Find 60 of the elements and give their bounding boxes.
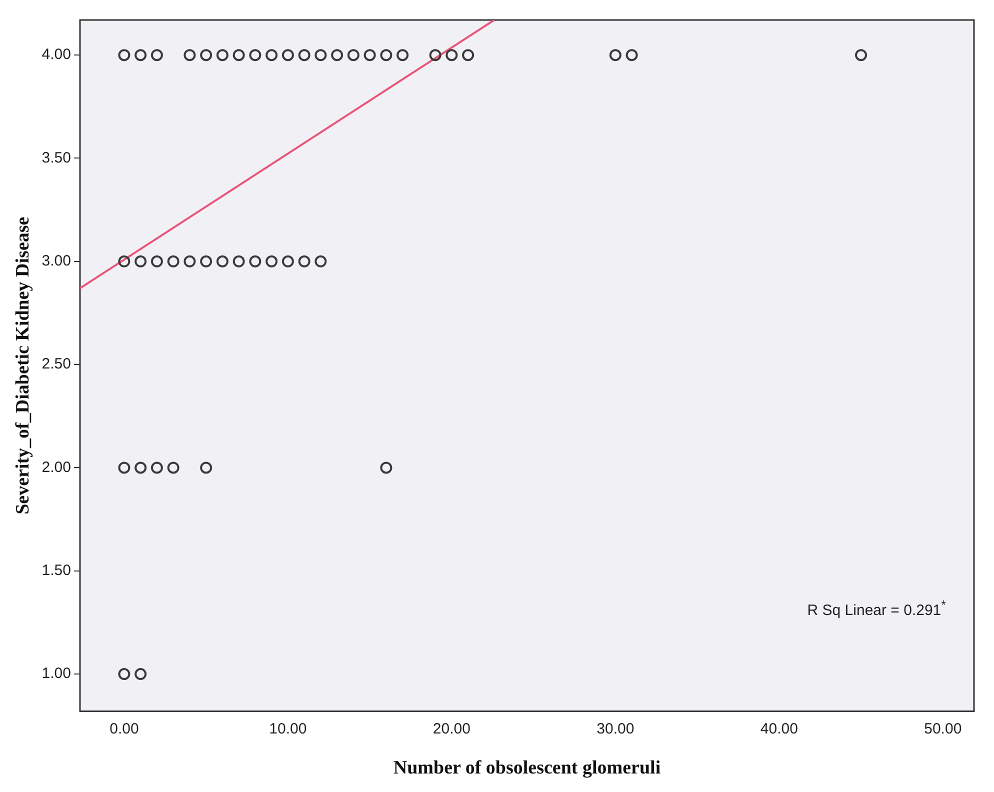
point xyxy=(216,49,228,62)
point xyxy=(380,462,392,474)
point xyxy=(134,462,147,474)
y-tick-label: 2.00 xyxy=(42,458,71,476)
point xyxy=(626,49,638,62)
point xyxy=(331,49,344,62)
point xyxy=(609,49,622,62)
point xyxy=(446,49,458,62)
point xyxy=(298,49,310,62)
point xyxy=(347,49,360,62)
point xyxy=(462,49,474,62)
point xyxy=(167,462,180,474)
point xyxy=(314,255,327,268)
point xyxy=(232,49,245,62)
point xyxy=(118,49,130,62)
y-tick-label: 2.50 xyxy=(42,356,71,373)
point xyxy=(249,255,262,268)
point xyxy=(134,668,147,680)
point xyxy=(134,255,147,268)
point xyxy=(249,49,262,62)
point xyxy=(282,49,294,62)
point xyxy=(184,49,196,62)
point xyxy=(150,49,163,62)
y-tick-label: 3.00 xyxy=(42,252,71,270)
x-tick-label: 30.00 xyxy=(596,720,634,738)
point xyxy=(298,255,310,268)
point xyxy=(396,49,409,62)
x-tick-label: 10.00 xyxy=(269,720,307,738)
point xyxy=(282,255,294,268)
point xyxy=(266,255,278,268)
y-tick-label: 3.50 xyxy=(42,149,71,166)
y-axis-title: Severity_of_Diabetic Kidney Disease xyxy=(12,216,34,514)
point xyxy=(118,668,130,680)
x-axis-title: Number of obsolescent glomeruli xyxy=(393,758,661,779)
x-tick-label: 20.00 xyxy=(432,720,470,738)
point xyxy=(150,255,163,268)
y-tick-label: 1.50 xyxy=(42,562,71,580)
x-tick-label: 40.00 xyxy=(760,720,798,738)
point xyxy=(200,255,212,268)
point xyxy=(266,49,278,62)
point xyxy=(134,49,147,62)
point xyxy=(380,49,392,62)
point xyxy=(364,49,376,62)
point xyxy=(167,255,180,268)
x-tick-label: 0.00 xyxy=(110,720,139,738)
point xyxy=(314,49,327,62)
point xyxy=(200,462,212,474)
point xyxy=(150,462,163,474)
point xyxy=(429,49,442,62)
point xyxy=(216,255,228,268)
annotation: R Sq Linear = 0.291$^{*}$ xyxy=(807,598,946,619)
point xyxy=(118,462,130,474)
y-tick-label: 4.00 xyxy=(42,46,71,64)
point xyxy=(232,255,245,268)
y-tick-label: 1.00 xyxy=(42,665,71,682)
point xyxy=(200,49,212,62)
x-tick-label: 50.00 xyxy=(924,720,962,738)
point xyxy=(855,49,868,62)
point xyxy=(118,255,130,268)
point xyxy=(184,255,196,268)
